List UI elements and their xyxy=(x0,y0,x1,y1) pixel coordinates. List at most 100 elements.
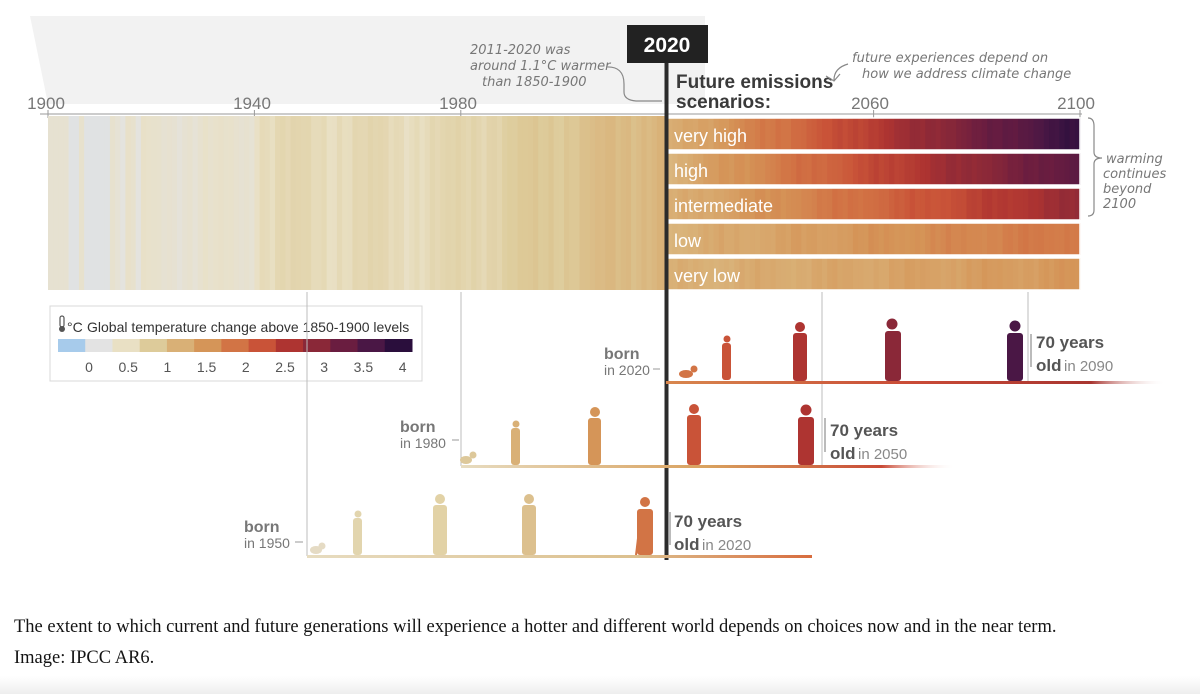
scenario-cell xyxy=(981,258,988,290)
scenario-cell xyxy=(987,153,993,185)
stripe-1946 xyxy=(285,116,292,290)
scenario-cell xyxy=(785,223,792,255)
scenario-cell xyxy=(770,188,777,220)
scenario-cell xyxy=(987,188,993,220)
scenario-cell xyxy=(837,153,844,185)
scenario-cell xyxy=(827,223,833,255)
scenario-cell xyxy=(822,118,828,150)
legend-swatch xyxy=(384,339,413,352)
note-beyond-line-3: beyond xyxy=(1103,182,1152,197)
stripe-2010 xyxy=(615,116,622,290)
scenario-cell xyxy=(729,153,735,185)
scenario-cell xyxy=(806,118,813,150)
scenario-cell xyxy=(1054,258,1060,290)
scenario-cell xyxy=(1018,258,1024,290)
scenario-cell xyxy=(791,153,797,185)
scenario-cell xyxy=(956,258,962,290)
scenario-cell xyxy=(811,223,818,255)
scenario-cell xyxy=(780,258,787,290)
scenario-cell xyxy=(791,258,797,290)
scenario-cell xyxy=(693,118,699,150)
scenario-cell xyxy=(832,118,839,150)
stripe-1912 xyxy=(109,116,116,290)
old-year-2050: in 2050 xyxy=(858,446,907,463)
scenario-cell xyxy=(894,223,900,255)
stripe-1908 xyxy=(89,116,96,290)
scenario-cell xyxy=(832,258,839,290)
scenario-cell xyxy=(920,223,926,255)
scenario-cell xyxy=(667,153,673,185)
scenario-cell xyxy=(682,153,689,185)
scenario-cell xyxy=(713,118,720,150)
scenario-cell xyxy=(961,188,968,220)
scenario-cell xyxy=(1043,118,1050,150)
scenario-cell xyxy=(976,188,983,220)
scenario-cell xyxy=(852,153,859,185)
scenario-cell xyxy=(703,118,710,150)
scenario-cell xyxy=(708,188,715,220)
stripe-1997 xyxy=(548,116,555,290)
scenario-cell xyxy=(852,188,859,220)
scenario-cell xyxy=(822,153,828,185)
scenario-cell xyxy=(925,188,931,220)
scenario-cell xyxy=(1033,118,1040,150)
scenario-cell xyxy=(780,118,787,150)
scenario-cell xyxy=(1002,258,1009,290)
stripe-2002 xyxy=(574,116,581,290)
scenario-cell xyxy=(739,118,746,150)
legend-tick-label: 4 xyxy=(399,359,407,375)
scenario-cell xyxy=(935,223,942,255)
scenario-cell xyxy=(883,118,890,150)
scenario-cell xyxy=(801,118,808,150)
scenario-cell xyxy=(754,188,761,220)
scenario-cell xyxy=(1043,188,1050,220)
beyond-2100-brace xyxy=(1087,117,1103,217)
scenario-cell xyxy=(940,118,947,150)
scenario-cell xyxy=(765,188,771,220)
stripe-2018 xyxy=(656,116,663,290)
scenario-cell xyxy=(1028,188,1035,220)
scenario-cell xyxy=(749,258,756,290)
stripe-1950 xyxy=(306,116,312,290)
stripe-2003 xyxy=(579,116,586,290)
scenario-cell xyxy=(966,258,973,290)
scenario-cell xyxy=(765,118,771,150)
stripe-1962 xyxy=(367,116,374,290)
note-future-connector xyxy=(825,63,849,82)
scenario-cell xyxy=(729,188,735,220)
stripe-1907 xyxy=(84,116,90,290)
scenario-cell xyxy=(894,188,900,220)
scenario-cell xyxy=(1074,118,1081,150)
scenario-cell xyxy=(858,223,864,255)
scenario-cell xyxy=(693,223,699,255)
scenario-cell xyxy=(754,223,761,255)
scenario-cell xyxy=(760,223,766,255)
stripe-1976 xyxy=(440,116,446,290)
tick-label-1900: 1900 xyxy=(27,94,65,113)
stripe-1978 xyxy=(450,116,457,290)
stripe-1903 xyxy=(63,116,70,290)
scenario-cell xyxy=(827,118,833,150)
scenario-cell xyxy=(863,118,870,150)
scenario-cell xyxy=(1074,188,1081,220)
scenario-cell xyxy=(847,153,854,185)
stripe-1942 xyxy=(264,116,271,290)
scenario-cell xyxy=(852,258,859,290)
scenario-cell xyxy=(693,188,699,220)
stripe-1939 xyxy=(249,116,255,290)
warming-stripes-figure: 1900 1940 1980 2060 2100 very high high … xyxy=(27,16,1167,560)
scenario-cell xyxy=(847,223,854,255)
scenario-cell xyxy=(760,118,766,150)
scenario-cell xyxy=(796,188,802,220)
stripe-2007 xyxy=(600,116,606,290)
scenario-cell xyxy=(734,258,741,290)
stripe-2000 xyxy=(564,116,570,290)
scenario-cell xyxy=(760,188,766,220)
timeline-1980 xyxy=(461,465,956,468)
stripe-1952 xyxy=(316,116,323,290)
timeline-2020 xyxy=(666,381,1166,384)
stripe-1951 xyxy=(311,116,317,290)
scenario-cell xyxy=(1012,153,1019,185)
scenario-cell xyxy=(703,223,710,255)
stripe-1924 xyxy=(171,116,178,290)
